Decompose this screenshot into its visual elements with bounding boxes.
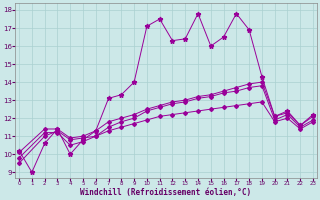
X-axis label: Windchill (Refroidissement éolien,°C): Windchill (Refroidissement éolien,°C) <box>81 188 252 197</box>
